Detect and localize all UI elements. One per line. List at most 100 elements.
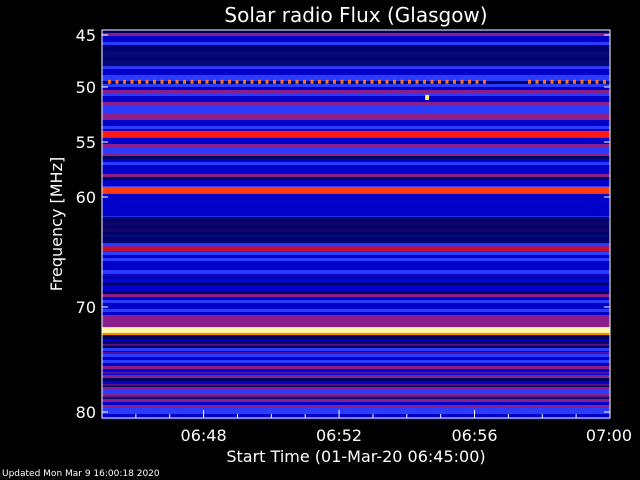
periodic-signal-dot — [145, 79, 149, 84]
dark-band — [102, 45, 610, 67]
spectrum-row — [102, 371, 610, 374]
spectrum-row — [102, 153, 610, 156]
heatmap-area — [102, 30, 610, 420]
spectrum-row — [102, 357, 610, 360]
spectrum-row — [102, 126, 610, 129]
spectrum-row — [102, 90, 610, 93]
periodic-signal-dot — [130, 79, 134, 84]
spectrum-row — [102, 114, 610, 117]
periodic-signal-dot — [453, 79, 456, 84]
spectrum-row — [102, 351, 610, 354]
periodic-signal-dot — [258, 79, 261, 84]
spectrum-row — [102, 282, 610, 285]
periodic-signal-dot — [190, 79, 194, 84]
spectrum-row — [102, 183, 610, 186]
periodic-signal-dot — [228, 79, 231, 84]
periodic-signal-dot — [438, 79, 441, 84]
periodic-signal-dot — [138, 79, 141, 84]
spectrum-row — [102, 87, 610, 90]
spectrum-row — [102, 66, 610, 69]
spectrum-row — [102, 297, 610, 300]
spectrum-row — [102, 39, 610, 42]
spectrum-row — [102, 147, 610, 150]
spectrum-row — [102, 324, 610, 327]
emission-band — [102, 130, 610, 138]
spectrum-row — [102, 399, 610, 402]
spectrum-row — [102, 252, 610, 255]
spectrum-row — [102, 395, 610, 398]
y-axis: 45 50 55 60 70 80 — [76, 26, 610, 422]
x-tick-label: 06:52 — [316, 426, 362, 445]
spectrum-row — [102, 336, 610, 339]
spectrum-row — [102, 246, 610, 249]
periodic-signal-dot — [445, 79, 449, 84]
spectrum-row — [102, 84, 610, 87]
periodic-signal-dot — [573, 79, 576, 84]
periodic-signal-dot — [220, 79, 224, 84]
periodic-signal-dot — [310, 79, 314, 84]
spectrum-row — [102, 144, 610, 147]
spectrum-row — [102, 138, 610, 141]
periodic-signal-dot — [550, 79, 554, 84]
spectrum-row — [102, 141, 610, 144]
spectrum-row — [102, 72, 610, 75]
spectrum-row — [102, 210, 610, 213]
periodic-signal-dot — [183, 79, 186, 84]
periodic-signal-dot — [430, 79, 434, 84]
spectrum-row — [102, 270, 610, 273]
interference-band — [102, 327, 610, 334]
periodic-signal-dot — [408, 79, 411, 84]
periodic-signal-dot — [333, 79, 336, 84]
y-tick-label: 60 — [76, 188, 96, 207]
periodic-signal-dot — [393, 79, 396, 84]
periodic-signal-dot — [288, 79, 291, 84]
y-tick-label: 50 — [76, 78, 96, 97]
plot-frame — [101, 29, 611, 419]
spectrum-row — [102, 411, 610, 414]
periodic-signal-dot — [370, 79, 374, 84]
periodic-signal-dot — [175, 79, 179, 84]
spectrum-row — [102, 300, 610, 303]
periodic-signal-dot — [340, 79, 344, 84]
dark-band — [102, 216, 610, 235]
spectrum-row — [102, 162, 610, 165]
spectrum-row — [102, 258, 610, 261]
spectrum-row — [102, 339, 610, 342]
periodic-signal-dot — [123, 79, 126, 84]
periodic-signal-dot — [273, 79, 276, 84]
dark-band — [102, 232, 610, 244]
spectrum-row — [102, 383, 610, 386]
periodic-signal-dot — [363, 79, 366, 84]
spectrum-row — [102, 201, 610, 204]
spectrum-row — [102, 375, 610, 378]
spectrum-row — [102, 120, 610, 123]
spectrum-row — [102, 343, 610, 346]
spectrum-row — [102, 42, 610, 45]
periodic-signal-dot — [250, 79, 254, 84]
periodic-signal-dot — [280, 79, 284, 84]
spectrum-row — [102, 207, 610, 210]
y-tick-label: 70 — [76, 298, 96, 317]
spectrum-row — [102, 387, 610, 390]
periodic-signal-dot — [603, 79, 606, 84]
periodic-signal-dot — [423, 79, 426, 84]
spectrum-row — [102, 129, 610, 132]
spectrum-row — [102, 69, 610, 72]
spectrum-row — [102, 159, 610, 162]
spectrum-row — [102, 243, 610, 246]
spectrum-row — [102, 117, 610, 120]
spectrum-row — [102, 99, 610, 102]
periodic-signal-dot — [348, 79, 351, 84]
spectrum-row — [102, 354, 610, 357]
periodic-signal-dot — [235, 79, 239, 84]
spectrum-row — [102, 363, 610, 366]
x-axis: 06:48 06:52 06:56 07:00 — [135, 410, 632, 445]
periodic-signal-dot — [580, 79, 584, 84]
spectrum-row — [102, 393, 610, 396]
spectrum-row — [102, 342, 610, 345]
spectrum-row — [102, 150, 610, 153]
periodic-signal-dot — [243, 79, 246, 84]
periodic-signal-dot — [475, 79, 479, 84]
periodic-signal-dot — [543, 79, 546, 84]
